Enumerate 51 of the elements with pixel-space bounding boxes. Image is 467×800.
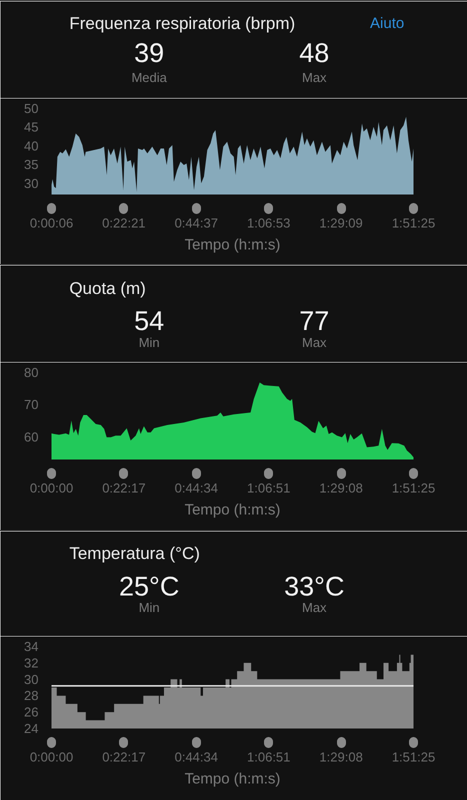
x-tick-label: 1:29:08: [319, 750, 363, 764]
text: 39: [134, 38, 164, 68]
x-tick-label: 0:22:17: [102, 750, 146, 764]
x-axis-title: Tempo (h:m:s): [184, 236, 280, 254]
x-tick-label: 1:51:25: [392, 480, 436, 496]
chart-title: Quota (m): [69, 279, 146, 298]
text: 77: [299, 306, 330, 336]
y-tick-label: 26: [24, 704, 39, 720]
x-axis-title: Tempo (h:m:s): [184, 770, 280, 788]
y-tick-label: 30: [24, 176, 39, 191]
x-tick-label: 0:00:00: [30, 750, 74, 764]
x-tick-label: 0:44:34: [174, 480, 218, 496]
x-tick-label: 0:44:34: [174, 750, 218, 764]
x-tick-label: 1:51:25: [392, 750, 436, 764]
x-tick-label: 1:29:09: [319, 216, 363, 230]
text: Min: [138, 600, 160, 615]
y-tick-label: 80: [24, 365, 39, 380]
text: Max: [302, 600, 328, 615]
text: Media: [131, 70, 168, 85]
y-tick-label: 50: [24, 101, 39, 116]
text: Min: [138, 335, 160, 350]
text: 25°C: [119, 572, 180, 602]
x-tick-label: 1:06:51: [247, 750, 290, 764]
x-tick-label: 0:00:00: [30, 480, 74, 496]
y-tick-label: 40: [24, 138, 39, 154]
text: Aiuto: [370, 15, 404, 32]
y-tick-label: 35: [24, 157, 39, 172]
text: 48: [299, 38, 330, 68]
y-tick-label: 24: [24, 721, 39, 736]
y-tick-label: 34: [24, 639, 39, 654]
y-tick-label: 70: [24, 397, 39, 412]
x-tick-label: 1:29:08: [319, 480, 363, 496]
x-tick-label: 1:06:51: [247, 480, 290, 496]
x-tick-label: 1:06:53: [246, 216, 290, 230]
text: Max: [302, 70, 328, 85]
x-tick-label: 0:00:06: [30, 216, 74, 230]
x-tick-label: 0:44:37: [174, 216, 218, 230]
chart-title: Temperatura (°C): [69, 544, 200, 563]
x-tick-label: 1:51:25: [392, 216, 436, 230]
y-tick-label: 28: [24, 688, 39, 704]
text: 33°C: [284, 572, 344, 602]
x-tick-label: 0:22:17: [102, 480, 146, 496]
y-tick-label: 60: [24, 429, 39, 444]
x-tick-label: 0:22:21: [102, 216, 146, 230]
chart-title: Frequenza respiratoria (brpm): [69, 14, 296, 33]
y-tick-label: 45: [24, 120, 39, 135]
y-tick-label: 30: [24, 672, 39, 687]
x-axis-title: Tempo (h:m:s): [184, 502, 280, 518]
y-tick-label: 32: [24, 655, 39, 670]
text: 54: [134, 306, 164, 336]
text: Max: [302, 335, 328, 350]
